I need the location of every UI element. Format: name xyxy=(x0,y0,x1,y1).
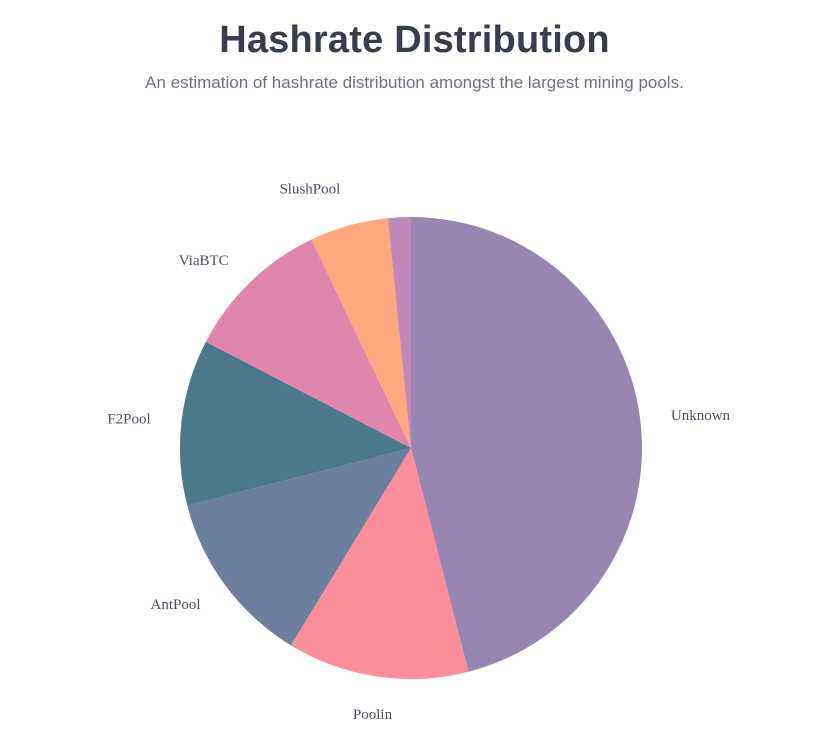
pie-label-unknown: Unknown xyxy=(671,408,731,424)
pie-slice-poolin xyxy=(290,448,469,679)
pie-slice-f2pool xyxy=(180,341,411,506)
pie-label-f2pool: F2Pool xyxy=(107,411,150,427)
pie-slice-antpool xyxy=(187,448,411,646)
pie-label-viabtc: ViaBTC xyxy=(179,253,229,269)
pie-slice-unknown xyxy=(411,217,642,672)
pie-slices xyxy=(180,217,642,679)
pie-label-antpool: AntPool xyxy=(150,597,200,613)
pie-slice-viabtc xyxy=(205,239,411,448)
pie-label-slushpool: SlushPool xyxy=(279,182,340,198)
chart-title: Hashrate Distribution xyxy=(219,19,610,61)
pie-slice-slushpool xyxy=(311,218,411,448)
chart-subtitle: An estimation of hashrate distribution a… xyxy=(145,73,684,92)
pie-label-poolin: Poolin xyxy=(353,707,393,723)
pie-labels: Unknown Poolin AntPool F2Pool ViaBTC SlushPoo… xyxy=(107,182,730,723)
pie-slice-slice-6 xyxy=(387,217,411,448)
chart-header: Hashrate Distribution An estimation of h… xyxy=(0,0,829,94)
